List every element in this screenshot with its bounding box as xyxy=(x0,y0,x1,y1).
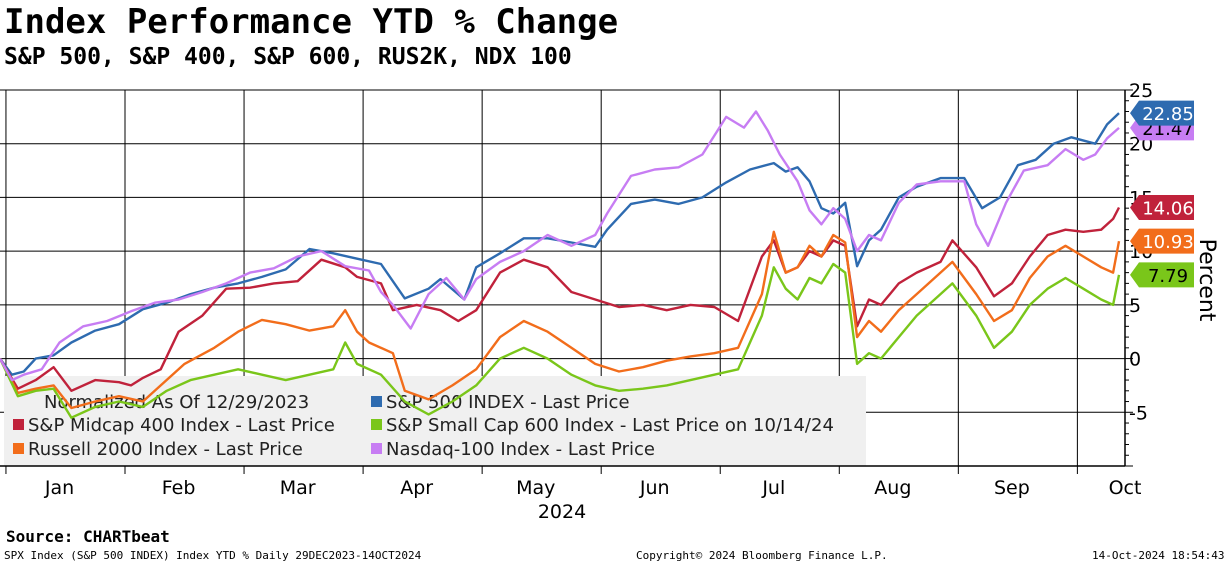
legend-label: S&P Midcap 400 Index - Last Price xyxy=(28,415,335,436)
y-axis-title: Percent xyxy=(1194,239,1219,322)
legend-header: Normalized As Of 12/29/2023 xyxy=(44,392,309,413)
legend-label: S&P Small Cap 600 Index - Last Price on … xyxy=(386,415,834,436)
x-tick-label: Oct xyxy=(1109,477,1142,499)
last-value-badge xyxy=(1130,228,1194,254)
y-tick-label: -5 xyxy=(1129,402,1148,424)
last-value-badge xyxy=(1130,195,1194,221)
y-tick-label: 0 xyxy=(1129,349,1141,371)
legend-swatch xyxy=(13,443,24,454)
legend-swatch xyxy=(371,419,382,430)
footer-series-info: SPX Index (S&P 500 INDEX) Index YTD % Da… xyxy=(4,549,422,562)
chart-subtitle: S&P 500, S&P 400, S&P 600, RUS2K, NDX 10… xyxy=(4,44,572,70)
x-tick-label: Mar xyxy=(280,477,316,499)
footer-timestamp: 14-Oct-2024 18:54:43 xyxy=(1092,549,1224,562)
legend-swatch xyxy=(371,443,382,454)
source-label: Source: CHARTbeat xyxy=(6,527,170,546)
last-value-badge xyxy=(1130,100,1194,126)
x-tick-label: Jul xyxy=(761,477,785,499)
y-tick-label: 25 xyxy=(1129,80,1153,102)
x-axis-title: 2024 xyxy=(538,501,586,523)
x-tick-label: Jan xyxy=(44,477,74,499)
legend-swatch xyxy=(371,396,382,407)
last-value-badge xyxy=(1130,262,1194,288)
series-line-2 xyxy=(0,206,1121,392)
legend-label: Nasdaq-100 Index - Last Price xyxy=(386,439,655,460)
footer-copyright: Copyright© 2024 Bloomberg Finance L.P. xyxy=(636,549,888,562)
x-tick-label: Jun xyxy=(639,477,670,499)
chart-title: Index Performance YTD % Change xyxy=(4,2,619,42)
series-line-3 xyxy=(0,230,1121,410)
y-tick-label: 5 xyxy=(1129,295,1141,317)
series-line-1 xyxy=(0,112,1120,376)
x-tick-label: Sep xyxy=(994,477,1030,499)
x-tick-label: Apr xyxy=(400,477,433,499)
x-tick-label: Feb xyxy=(162,477,196,499)
legend-swatch xyxy=(13,419,24,430)
x-tick-label: May xyxy=(516,477,555,499)
series-line-5 xyxy=(0,110,1120,382)
last-value-label: 22.85 xyxy=(1142,104,1194,125)
x-tick-label: Aug xyxy=(874,477,911,499)
last-value-label: 7.79 xyxy=(1148,266,1188,287)
legend-label: S&P 500 INDEX - Last Price xyxy=(386,392,630,413)
legend-label: Russell 2000 Index - Last Price xyxy=(28,439,303,460)
last-value-label: 10.93 xyxy=(1142,232,1194,253)
series-line-4 xyxy=(0,262,1121,419)
last-value-label: 14.06 xyxy=(1142,199,1194,220)
legend-background xyxy=(4,376,866,466)
